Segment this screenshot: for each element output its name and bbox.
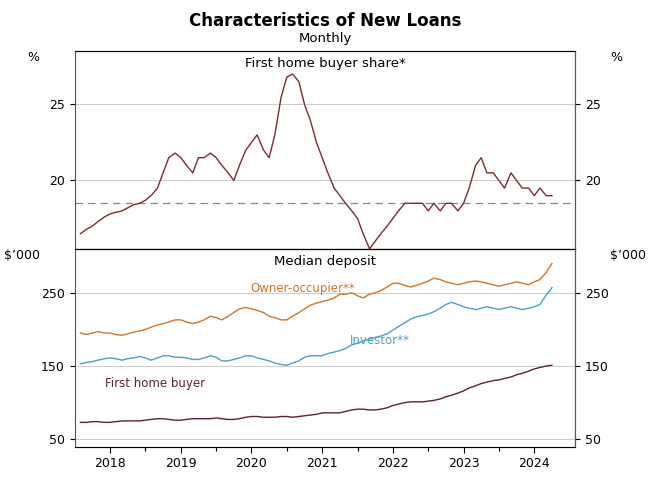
Text: Investor**: Investor** [350,334,410,347]
Text: Median deposit: Median deposit [274,255,376,268]
Text: $’000: $’000 [4,249,40,262]
Text: Owner-occupier**: Owner-occupier** [250,283,355,295]
Text: $’000: $’000 [610,249,646,262]
Text: %: % [28,51,40,64]
Text: Monthly: Monthly [298,32,352,45]
Text: Characteristics of New Loans: Characteristics of New Loans [188,12,462,30]
Text: First home buyer share*: First home buyer share* [244,57,406,70]
Text: %: % [610,51,622,64]
Text: First home buyer: First home buyer [105,377,205,390]
